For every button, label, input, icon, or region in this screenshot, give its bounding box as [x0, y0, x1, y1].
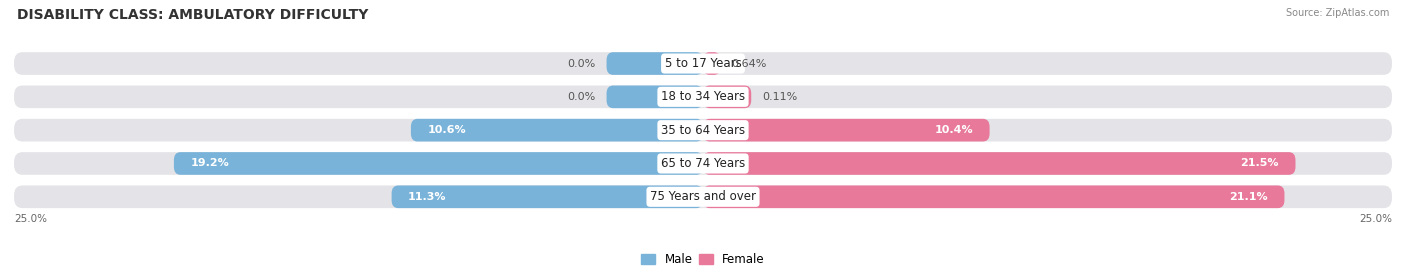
- Text: 21.5%: 21.5%: [1240, 158, 1279, 169]
- FancyBboxPatch shape: [14, 152, 1392, 175]
- FancyBboxPatch shape: [606, 85, 703, 108]
- Text: 25.0%: 25.0%: [14, 214, 46, 224]
- Text: 25.0%: 25.0%: [1360, 214, 1392, 224]
- Text: Source: ZipAtlas.com: Source: ZipAtlas.com: [1285, 8, 1389, 18]
- FancyBboxPatch shape: [14, 85, 1392, 108]
- Text: 10.6%: 10.6%: [427, 125, 465, 135]
- Text: 5 to 17 Years: 5 to 17 Years: [665, 57, 741, 70]
- FancyBboxPatch shape: [392, 185, 703, 208]
- FancyBboxPatch shape: [606, 52, 703, 75]
- FancyBboxPatch shape: [14, 52, 1392, 75]
- Text: 0.0%: 0.0%: [567, 92, 596, 102]
- Text: 18 to 34 Years: 18 to 34 Years: [661, 90, 745, 103]
- FancyBboxPatch shape: [14, 119, 1392, 142]
- Text: 19.2%: 19.2%: [190, 158, 229, 169]
- Text: 0.0%: 0.0%: [567, 58, 596, 69]
- FancyBboxPatch shape: [14, 185, 1392, 208]
- Text: 0.64%: 0.64%: [731, 58, 768, 69]
- FancyBboxPatch shape: [703, 185, 1285, 208]
- FancyBboxPatch shape: [703, 119, 990, 142]
- Text: 11.3%: 11.3%: [408, 192, 447, 202]
- Text: 0.11%: 0.11%: [762, 92, 797, 102]
- FancyBboxPatch shape: [703, 52, 721, 75]
- Text: 75 Years and over: 75 Years and over: [650, 190, 756, 203]
- FancyBboxPatch shape: [703, 85, 751, 108]
- Text: 10.4%: 10.4%: [935, 125, 973, 135]
- Text: DISABILITY CLASS: AMBULATORY DIFFICULTY: DISABILITY CLASS: AMBULATORY DIFFICULTY: [17, 8, 368, 22]
- Text: 21.1%: 21.1%: [1229, 192, 1268, 202]
- Legend: Male, Female: Male, Female: [637, 248, 769, 268]
- FancyBboxPatch shape: [703, 152, 1295, 175]
- Text: 35 to 64 Years: 35 to 64 Years: [661, 124, 745, 137]
- Text: 65 to 74 Years: 65 to 74 Years: [661, 157, 745, 170]
- FancyBboxPatch shape: [411, 119, 703, 142]
- FancyBboxPatch shape: [174, 152, 703, 175]
